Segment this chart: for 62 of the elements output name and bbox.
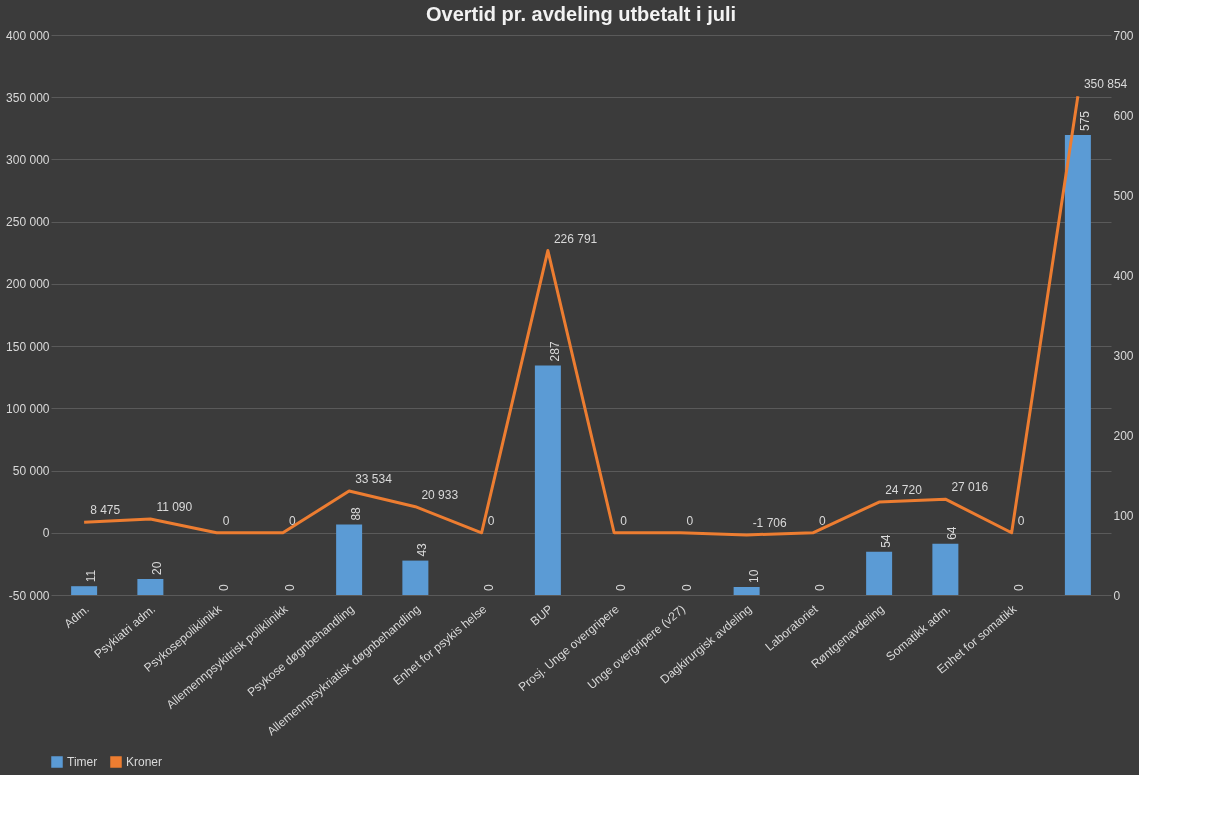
data-label: 0 bbox=[216, 584, 231, 591]
y-tick-label: 350 000 bbox=[6, 90, 50, 105]
data-label: 20 933 bbox=[421, 487, 459, 502]
bar bbox=[336, 524, 363, 595]
data-label: 0 bbox=[481, 584, 496, 591]
y-tick-label: 250 000 bbox=[6, 215, 50, 230]
data-label: 88 bbox=[349, 506, 364, 521]
data-label: 350 854 bbox=[1083, 77, 1128, 92]
data-label: 0 bbox=[620, 513, 628, 528]
y2-tick-label: 100 bbox=[1113, 508, 1134, 523]
data-label: 0 bbox=[680, 584, 695, 591]
data-label: 27 016 bbox=[951, 480, 989, 495]
y2-tick-label: 600 bbox=[1113, 108, 1134, 123]
data-label: 0 bbox=[812, 584, 827, 591]
bar bbox=[733, 587, 760, 595]
data-label: 54 bbox=[879, 534, 894, 548]
bar bbox=[1064, 135, 1091, 595]
legend-label: Timer bbox=[67, 755, 98, 769]
data-label: 24 720 bbox=[885, 483, 923, 498]
data-label: 0 bbox=[282, 584, 297, 591]
y-tick-label: 200 000 bbox=[6, 277, 50, 292]
data-label: 0 bbox=[487, 513, 495, 528]
y2-tick-label: 200 bbox=[1113, 428, 1134, 443]
data-label: 226 791 bbox=[553, 231, 598, 246]
y2-tick-label: 0 bbox=[1113, 588, 1121, 603]
y-tick-label: 300 000 bbox=[6, 152, 50, 167]
y-tick-label: 400 000 bbox=[6, 28, 50, 43]
y-tick-label: 0 bbox=[42, 526, 50, 541]
data-label: 43 bbox=[415, 542, 430, 557]
bar bbox=[137, 579, 164, 595]
bar bbox=[402, 560, 429, 595]
bar bbox=[932, 543, 959, 595]
data-label: 287 bbox=[547, 341, 562, 362]
y2-tick-label: 500 bbox=[1113, 188, 1134, 203]
data-label: 11 bbox=[84, 569, 99, 583]
data-label: 11 090 bbox=[156, 499, 193, 514]
data-label: 33 534 bbox=[355, 472, 393, 487]
chart-title: Overtid pr. avdeling utbetalt i juli bbox=[425, 3, 737, 25]
y-tick-label: -50 000 bbox=[8, 588, 50, 603]
data-label: 0 bbox=[222, 513, 230, 528]
y2-tick-label: 400 bbox=[1113, 268, 1134, 283]
data-label: 64 bbox=[945, 526, 960, 540]
data-label: 0 bbox=[686, 513, 694, 528]
y-tick-label: 50 000 bbox=[12, 464, 50, 479]
data-label: 0 bbox=[1017, 513, 1025, 528]
y-tick-label: 150 000 bbox=[6, 339, 50, 354]
data-label: 0 bbox=[818, 513, 826, 528]
y2-tick-label: 700 bbox=[1113, 28, 1134, 43]
data-label: 8 475 bbox=[90, 503, 121, 518]
data-label: 0 bbox=[1011, 584, 1026, 591]
data-label: -1 706 bbox=[752, 515, 787, 530]
data-label: 10 bbox=[746, 569, 761, 583]
data-label: 575 bbox=[1077, 110, 1092, 131]
legend-label: Kroner bbox=[126, 755, 163, 769]
data-label: 20 bbox=[150, 561, 165, 575]
y-tick-label: 100 000 bbox=[6, 401, 50, 416]
bar bbox=[866, 551, 893, 595]
bar bbox=[534, 365, 561, 595]
y2-tick-label: 300 bbox=[1113, 348, 1134, 363]
bar bbox=[71, 586, 98, 595]
data-label: 0 bbox=[288, 513, 296, 528]
data-label: 0 bbox=[614, 584, 629, 591]
